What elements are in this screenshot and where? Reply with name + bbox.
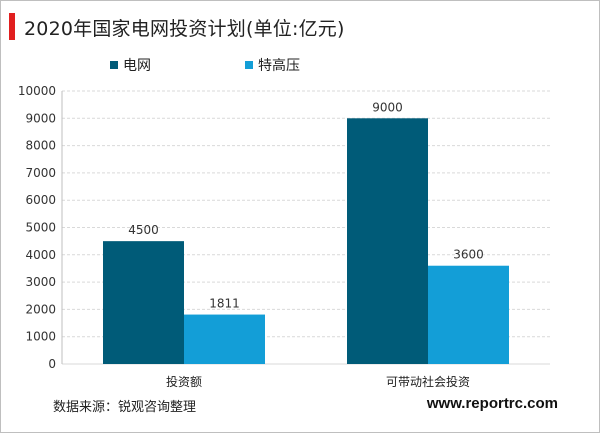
y-tick-label: 4000 [25,248,56,262]
y-tick-label: 5000 [25,221,56,235]
data-label: 9000 [372,100,403,114]
y-tick-label: 3000 [25,275,56,289]
legend-swatch-uhv [245,61,253,69]
source-note: 数据来源：锐观咨询整理 [53,400,197,415]
y-tick-label: 0 [48,357,56,371]
y-tick-label: 8000 [25,139,56,153]
x-tick-label: 可带动社会投资 [386,374,470,389]
data-label: 3600 [453,248,484,262]
data-label: 4500 [128,223,159,237]
legend-label-grid: 电网 [123,58,151,74]
y-tick-label: 7000 [25,166,56,180]
bar [428,265,509,364]
x-tick-label: 投资额 [166,374,202,389]
bar [184,314,265,364]
legend-label-uhv: 特高压 [258,58,300,74]
bar [103,241,184,364]
website-label: www.reportrc.com [426,395,558,412]
bar [347,118,428,364]
chart-title: 2020年国家电网投资计划(单位:亿元) [24,18,345,40]
y-tick-label: 2000 [25,302,56,316]
data-label: 1811 [209,297,240,311]
title-accent-bar [9,13,15,40]
legend-item-grid: 电网 [110,55,151,75]
y-tick-label: 6000 [25,193,56,207]
y-tick-label: 9000 [25,111,56,125]
legend-item-uhv: 特高压 [245,55,300,75]
y-tick-label: 1000 [25,330,56,344]
y-tick-label: 10000 [18,84,56,98]
legend-swatch-grid [110,61,118,69]
